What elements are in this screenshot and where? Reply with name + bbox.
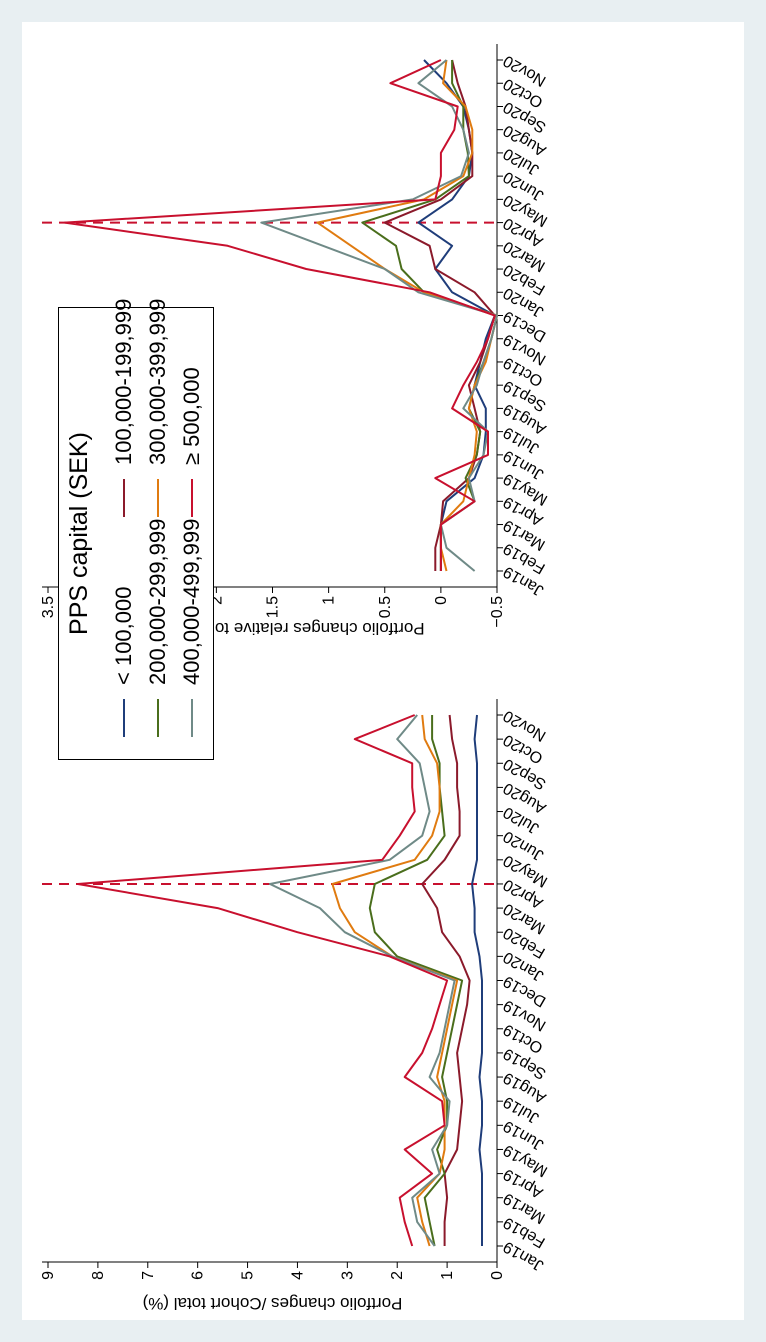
panel-b-y-tick-label: 2 bbox=[208, 596, 225, 605]
legend-box: PPS capital (SEK) < 100,000 100,000-199,… bbox=[58, 299, 214, 760]
panel-a-series-line-1 bbox=[421, 714, 471, 1246]
panel-a-series-line-5 bbox=[76, 714, 449, 1247]
legend-item-lt-100k: < 100,000 bbox=[111, 587, 137, 737]
panel-b-series-line-1 bbox=[383, 59, 496, 571]
panel-a-y-tick-label: 7 bbox=[140, 1271, 157, 1280]
legend-swatch bbox=[157, 479, 159, 517]
panel-b-y-tick-label: −0.5 bbox=[489, 596, 506, 628]
panel-b-y-tick-label: 0.5 bbox=[377, 596, 394, 618]
panel-b-series-line-2 bbox=[361, 60, 498, 571]
legend-item-400k-499k: 400,000-499,999 bbox=[179, 519, 205, 737]
legend-label: 100,000-199,999 bbox=[111, 298, 136, 465]
panel-a-y-tick-label: 8 bbox=[90, 1271, 107, 1280]
panel-a-series-line-0 bbox=[471, 714, 483, 1246]
legend-swatch bbox=[123, 479, 125, 517]
panel-a-y-tick-label: 9 bbox=[40, 1271, 57, 1280]
legend-label: 300,000-399,999 bbox=[145, 298, 170, 465]
legend-label: < 100,000 bbox=[111, 586, 136, 685]
legend-swatch bbox=[157, 699, 159, 737]
panel-b-y-tick-label: 0 bbox=[433, 596, 450, 605]
panel-a-y-tick-label: 2 bbox=[389, 1271, 406, 1280]
panel-b-series-line-4 bbox=[260, 59, 498, 572]
legend-swatch bbox=[191, 699, 193, 737]
legend-swatch bbox=[123, 699, 125, 737]
panel-b-y-tick-label: 1 bbox=[321, 596, 338, 605]
rotated-figure: 0 1 2 3 4 5 6 7 8 9 Portfolio changes /Cohort tota… bbox=[22, 22, 744, 1320]
panel-a-series-line-3 bbox=[331, 714, 459, 1247]
panel-a-y-tick-label: 1 bbox=[439, 1271, 456, 1280]
panel-b-y-tick-label: 3.5 bbox=[40, 596, 57, 618]
panel-a-y-tick-label: 3 bbox=[339, 1271, 356, 1280]
legend-item-200k-299k: 200,000-299,999 bbox=[145, 519, 171, 737]
legend-swatch bbox=[191, 479, 193, 517]
panel-a-series-line-2 bbox=[368, 715, 464, 1247]
legend-item-300k-399k: 300,000-399,999 bbox=[145, 299, 171, 517]
legend-label: 200,000-299,999 bbox=[145, 518, 170, 685]
panel-b-series-line-0 bbox=[417, 59, 496, 571]
panel-a-y-tick-label: 4 bbox=[289, 1271, 306, 1280]
legend-item-gte-500k: ≥ 500,000 bbox=[179, 367, 205, 517]
panel-b-y-tick-label: 1.5 bbox=[265, 596, 282, 618]
legend-label: ≥ 500,000 bbox=[179, 367, 204, 465]
panel-a-y-axis-label: Portfolio changes /Cohort total (%) bbox=[143, 1294, 403, 1313]
panel-a-y-tick-label: 0 bbox=[489, 1271, 506, 1280]
panel-a-series-line-4 bbox=[269, 714, 456, 1247]
legend-title: PPS capital (SEK) bbox=[65, 432, 93, 635]
legend-label: 400,000-499,999 bbox=[179, 518, 204, 685]
figure-frame: 0 1 2 3 4 5 6 7 8 9 Portfolio changes /Cohort tota… bbox=[22, 22, 744, 1320]
legend-item-100k-199k: 100,000-199,999 bbox=[111, 299, 137, 517]
panel-a-y-tick-label: 5 bbox=[240, 1271, 257, 1280]
panel-b-series-line-5 bbox=[63, 59, 496, 571]
panel-a-y-tick-label: 6 bbox=[190, 1271, 207, 1280]
